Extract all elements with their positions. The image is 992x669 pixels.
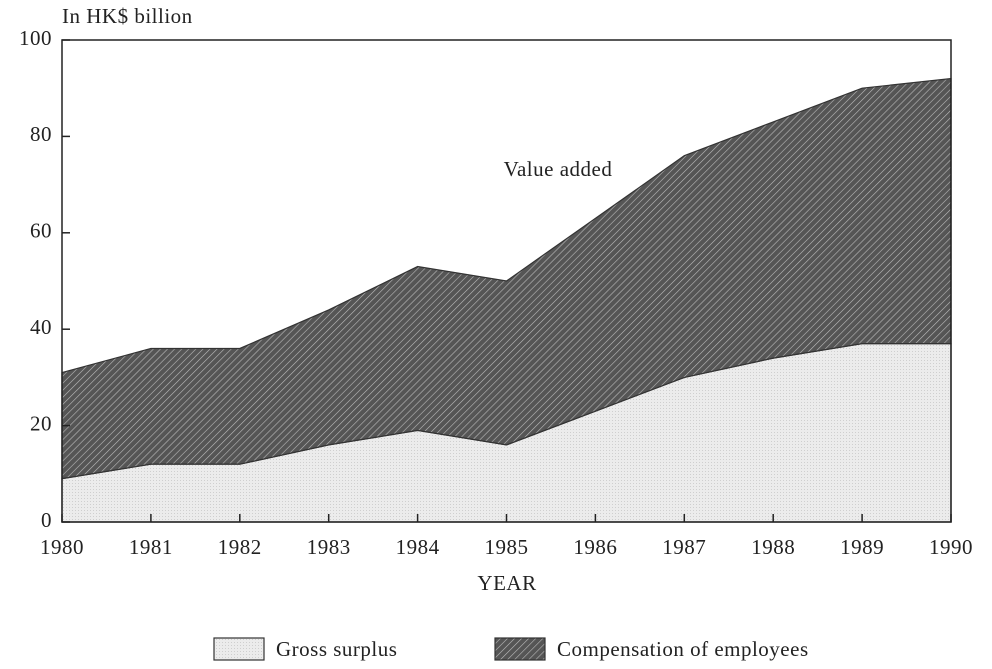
y-tick-label: 40 <box>30 315 52 339</box>
x-tick-label: 1986 <box>573 535 617 559</box>
y-tick-label: 20 <box>30 411 52 435</box>
x-tick-label: 1987 <box>662 535 706 559</box>
legend-label: Compensation of employees <box>557 637 809 661</box>
y-tick-label: 60 <box>30 219 52 243</box>
annotation: Value added <box>504 157 613 181</box>
x-tick-label: 1990 <box>929 535 973 559</box>
legend-swatch <box>494 637 546 661</box>
x-tick-label: 1985 <box>485 535 529 559</box>
x-tick-label: 1989 <box>840 535 884 559</box>
x-tick-label: 1981 <box>129 535 173 559</box>
legend-label: Gross surplus <box>276 637 397 661</box>
y-axis-label: In HK$ billion <box>62 4 193 28</box>
x-tick-label: 1984 <box>396 535 440 559</box>
x-tick-label: 1983 <box>307 535 351 559</box>
x-axis-label: YEAR <box>477 571 536 595</box>
y-tick-label: 80 <box>30 122 52 146</box>
x-tick-label: 1988 <box>751 535 795 559</box>
x-tick-label: 1980 <box>40 535 84 559</box>
legend-swatch <box>213 637 265 661</box>
x-tick-label: 1982 <box>218 535 262 559</box>
y-tick-label: 100 <box>19 26 52 50</box>
y-tick-label: 0 <box>41 508 52 532</box>
